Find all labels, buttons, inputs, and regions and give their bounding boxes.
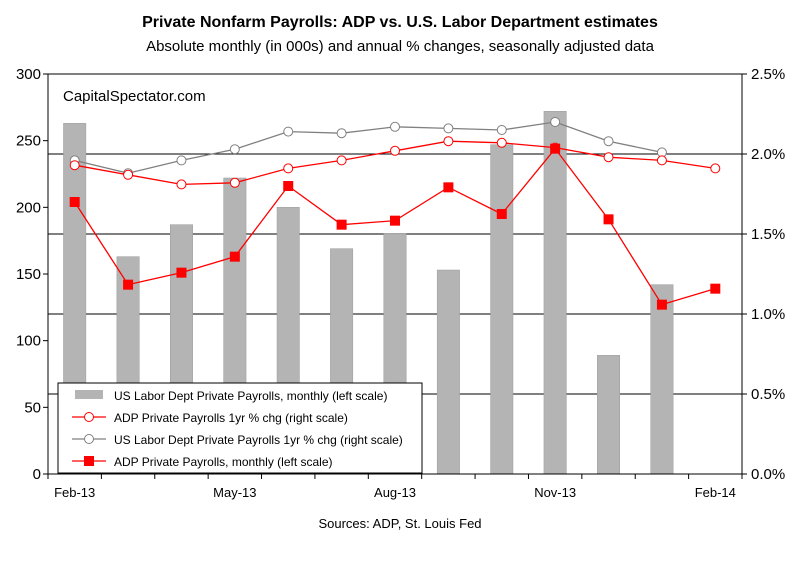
source-note: Sources: ADP, St. Louis Fed: [318, 516, 481, 531]
legend-swatch: [75, 390, 103, 399]
data-point: [443, 182, 454, 193]
data-point: [603, 214, 614, 225]
data-point: [443, 136, 454, 147]
legend-label: US Labor Dept Private Payrolls 1yr % chg…: [114, 433, 403, 447]
tick-label: 300: [16, 66, 41, 83]
watermark: CapitalSpectator.com: [63, 88, 206, 105]
line-series: [69, 117, 721, 310]
data-point: [69, 160, 80, 171]
data-point: [496, 125, 507, 135]
tick-label: Feb-14: [695, 485, 736, 500]
data-point: [123, 169, 134, 180]
data-point: [283, 126, 294, 137]
legend-label: ADP Private Payrolls, monthly (left scal…: [114, 455, 333, 469]
tick-label: Nov-13: [534, 485, 576, 500]
data-point: [229, 251, 240, 262]
bar: [543, 111, 567, 475]
series-line: [74, 121, 663, 174]
chart-subtitle: Absolute monthly (in 000s) and annual % …: [146, 38, 654, 55]
data-point: [710, 283, 721, 294]
legend-label: US Labor Dept Private Payrolls, monthly …: [114, 389, 387, 403]
legend-marker: [84, 434, 94, 444]
data-point: [336, 155, 347, 166]
data-point: [390, 215, 400, 226]
tick-label: 200: [16, 199, 41, 216]
tick-label: 50: [24, 399, 41, 416]
bar: [650, 284, 674, 475]
tick-label: 2.5%: [751, 66, 785, 83]
x-axis: Feb-13 May-13 Aug-13 Nov-13 Feb-14: [47, 474, 743, 500]
legend-label: ADP Private Payrolls 1yr % chg (right sc…: [114, 411, 348, 425]
data-point: [603, 136, 614, 147]
legend-box: [57, 382, 423, 474]
data-point: [176, 179, 187, 190]
bar: [436, 269, 460, 475]
right-axis: 0.0% 0.5% 1.0% 1.5% 2.0% 2.5%: [742, 66, 785, 483]
data-point: [603, 152, 614, 163]
data-point: [283, 163, 294, 174]
tick-label: 1.5%: [751, 226, 785, 243]
data-point: [229, 177, 240, 188]
data-point: [229, 144, 240, 155]
data-point: [656, 299, 667, 310]
data-point: [710, 163, 721, 174]
data-point: [69, 197, 80, 207]
data-point: [176, 155, 187, 166]
bar: [597, 355, 620, 475]
data-point: [550, 143, 561, 154]
bar: [490, 144, 514, 475]
data-point: [390, 145, 400, 156]
legend: US Labor Dept Private Payrolls, monthly …: [57, 382, 423, 474]
data-point: [283, 181, 294, 191]
tick-label: 0: [33, 466, 41, 483]
data-point: [390, 121, 400, 132]
tick-label: 1.0%: [751, 306, 785, 323]
tick-label: 2.0%: [751, 146, 785, 163]
data-point: [123, 279, 134, 290]
left-axis: 0 50 100 150 200 250 300: [16, 66, 48, 483]
chart-title: Private Nonfarm Payrolls: ADP vs. U.S. L…: [142, 14, 658, 31]
data-point: [656, 155, 667, 166]
data-point: [336, 219, 347, 230]
tick-label: 250: [16, 133, 41, 150]
data-point: [496, 209, 507, 219]
tick-label: 0.0%: [751, 466, 785, 483]
legend-marker: [84, 412, 94, 422]
tick-label: 0.5%: [751, 386, 785, 403]
data-point: [443, 123, 454, 134]
data-point: [176, 267, 187, 278]
legend-marker: [84, 456, 94, 466]
tick-label: May-13: [213, 485, 256, 500]
tick-label: 100: [16, 333, 41, 350]
data-point: [550, 117, 561, 127]
tick-label: 150: [16, 266, 41, 283]
data-point: [336, 128, 347, 139]
tick-label: Aug-13: [374, 485, 416, 500]
data-point: [496, 137, 507, 148]
tick-label: Feb-13: [54, 485, 95, 500]
